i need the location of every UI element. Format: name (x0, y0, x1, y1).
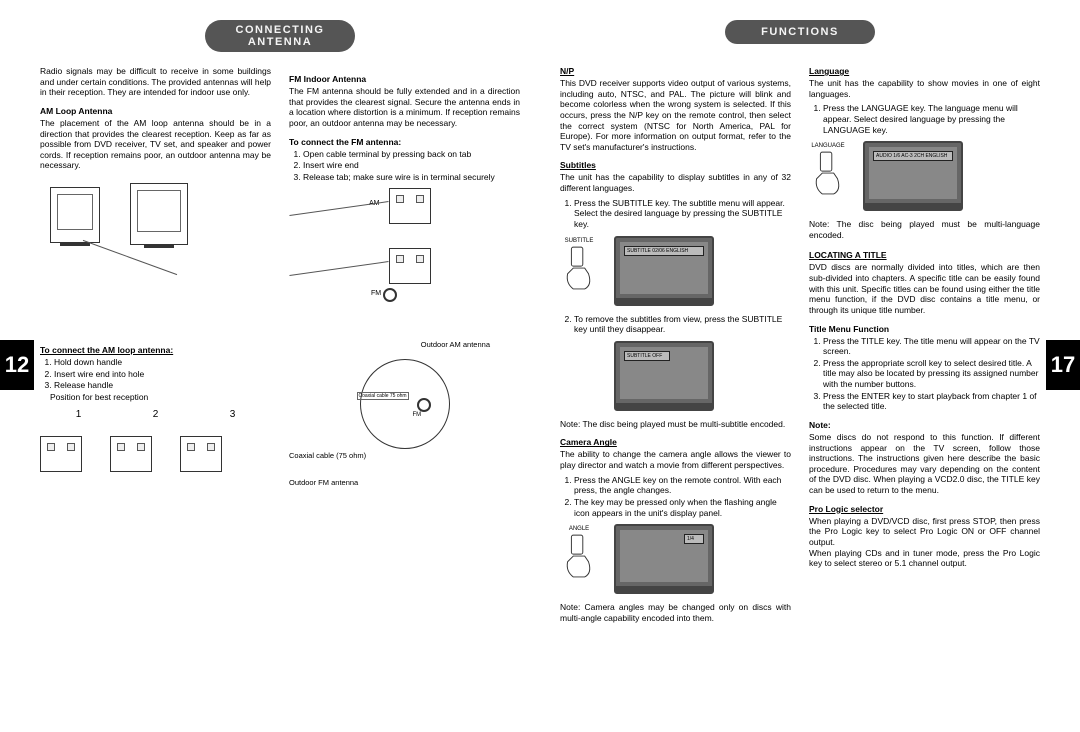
fm-step-1: Open cable terminal by pressing back on … (303, 149, 520, 160)
coax-label-inner: Coaxial cable 75 ohm (357, 392, 409, 400)
col-am: Radio signals may be difficult to receiv… (40, 66, 271, 506)
language-body: The unit has the capability to show movi… (809, 78, 1040, 99)
prologic-body: When playing a DVD/VCD disc, first press… (809, 516, 1040, 569)
fm-connection-diagram: AM FM (289, 188, 520, 338)
locate-body: DVD discs are normally divided into titl… (809, 262, 1040, 315)
tv-icon: AUDIO 1/6 AC-3 2CH ENGLISH (863, 141, 963, 211)
titlefn-step-1: Press the TITLE key. The title menu will… (823, 336, 1040, 357)
language-title: Language (809, 66, 1040, 76)
angle-diagram: ANGLE 1/4 (560, 524, 791, 594)
am-step-1: Hold down handle (54, 357, 271, 368)
titlefn-note: Some discs do not respond to this functi… (809, 432, 1040, 496)
col-functions-b: Language The unit has the capability to … (809, 58, 1040, 627)
angle-title: Camera Angle (560, 437, 791, 447)
coax-label-outer: Coaxial cable (75 ohm) (289, 451, 520, 460)
tv-icon: 1/4 (614, 524, 714, 594)
outdoor-fm-caption: Outdoor FM antenna (289, 478, 520, 487)
angle-osd: 1/4 (684, 534, 704, 544)
fm-plug-label: FM (413, 412, 422, 418)
outdoor-am-caption: Outdoor AM antenna (289, 340, 520, 349)
subtitle-diagram-1: SUBTITLE SUBTITLE 02/06 ENGLISH (560, 236, 791, 306)
am-position-note: Position for best reception (40, 392, 271, 403)
fm-outdoor-diagram: Coaxial cable 75 ohm FM (360, 359, 450, 449)
am-antenna-diagram (40, 177, 271, 337)
step-n2: 2 (153, 409, 159, 420)
am-step-3: Release handle (54, 380, 271, 391)
tv-icon: SUBTITLE 02/06 ENGLISH (614, 236, 714, 306)
am-title: AM Loop Antenna (40, 106, 271, 116)
connect-fm-title: To connect the FM antenna: (289, 137, 520, 147)
titlefn-title: Title Menu Function (809, 324, 1040, 334)
language-steps: Press the LANGUAGE key. The language men… (809, 103, 1040, 135)
titlefn-step-3: Press the ENTER key to start playback fr… (823, 391, 1040, 412)
header-connecting-antenna: CONNECTING ANTENNA (205, 20, 355, 52)
fm-title: FM Indoor Antenna (289, 74, 520, 84)
titlefn-note-label: Note: (809, 420, 1040, 430)
fm-body: The FM antenna should be fully extended … (289, 86, 520, 129)
step-n3: 3 (230, 409, 236, 420)
remote-hand-icon: ANGLE (560, 524, 598, 574)
language-note: Note: The disc being played must be mult… (809, 219, 1040, 240)
fm-step-2: Insert wire end (303, 160, 520, 171)
am-terminal-diagram (40, 426, 271, 506)
language-osd: AUDIO 1/6 AC-3 2CH ENGLISH (873, 151, 953, 161)
subtitles-steps: Press the SUBTITLE key. The subtitle men… (560, 198, 791, 230)
fm-step-3: Release tab; make sure wire is in termin… (303, 172, 520, 183)
col-functions-a: N/P This DVD receiver supports video out… (560, 58, 791, 627)
angle-step-1: Press the ANGLE key on the remote contro… (574, 475, 791, 496)
subtitles-steps-2: To remove the subtitles from view, press… (560, 314, 791, 335)
am-step-2: Insert wire end into hole (54, 369, 271, 380)
subtitle-step-1: Press the SUBTITLE key. The subtitle men… (574, 198, 791, 230)
titlefn-steps: Press the TITLE key. The title menu will… (809, 336, 1040, 412)
page-17: 17 FUNCTIONS N/P This DVD receiver suppo… (540, 0, 1080, 732)
step-n1: 1 (76, 409, 82, 420)
page-12: 12 CONNECTING ANTENNA Radio signals may … (0, 0, 540, 732)
tv-icon: SUBTITLE OFF (614, 341, 714, 411)
subtitle-diagram-2: SUBTITLE OFF (560, 341, 791, 411)
intro-text: Radio signals may be difficult to receiv… (40, 66, 271, 98)
language-step-1: Press the LANGUAGE key. The language men… (823, 103, 1040, 135)
np-title: N/P (560, 66, 791, 76)
col-fm: FM Indoor Antenna The FM antenna should … (289, 66, 520, 506)
connect-am-title: To connect the AM loop antenna: (40, 345, 271, 355)
angle-body: The ability to change the camera angle a… (560, 449, 791, 470)
page-number-left: 12 (0, 340, 34, 390)
header-line2: ANTENNA (248, 36, 312, 48)
subtitle-osd-1: SUBTITLE 02/06 ENGLISH (624, 246, 704, 256)
angle-note: Note: Camera angles may be changed only … (560, 602, 791, 623)
subtitle-step-2: To remove the subtitles from view, press… (574, 314, 791, 335)
subtitles-title: Subtitles (560, 160, 791, 170)
titlefn-step-2: Press the appropriate scroll key to sele… (823, 358, 1040, 390)
remote-hand-icon: LANGUAGE (809, 141, 847, 191)
prologic-title: Pro Logic selector (809, 504, 1040, 514)
step-numbers: 1 2 3 (40, 409, 271, 420)
locate-title: LOCATING A TITLE (809, 250, 1040, 260)
header-line1: CONNECTING (236, 24, 325, 36)
am-body: The placement of the AM loop antenna sho… (40, 118, 271, 171)
remote-hand-icon: SUBTITLE (560, 236, 598, 286)
subtitle-osd-2: SUBTITLE OFF (624, 351, 670, 361)
np-body: This DVD receiver supports video output … (560, 78, 791, 152)
fm-terminal-label: FM (371, 290, 381, 297)
language-diagram: LANGUAGE AUDIO 1/6 AC-3 2CH ENGLISH (809, 141, 1040, 211)
header-functions: FUNCTIONS (725, 20, 875, 44)
angle-steps: Press the ANGLE key on the remote contro… (560, 475, 791, 519)
connect-fm-steps: Open cable terminal by pressing back on … (289, 149, 520, 183)
angle-step-2: The key may be pressed only when the fla… (574, 497, 791, 518)
page-number-right: 17 (1046, 340, 1080, 390)
header-functions-text: FUNCTIONS (761, 26, 839, 38)
subtitles-intro: The unit has the capability to display s… (560, 172, 791, 193)
subtitle-note: Note: The disc being played must be mult… (560, 419, 791, 430)
connect-am-steps: Hold down handle Insert wire end into ho… (40, 357, 271, 391)
